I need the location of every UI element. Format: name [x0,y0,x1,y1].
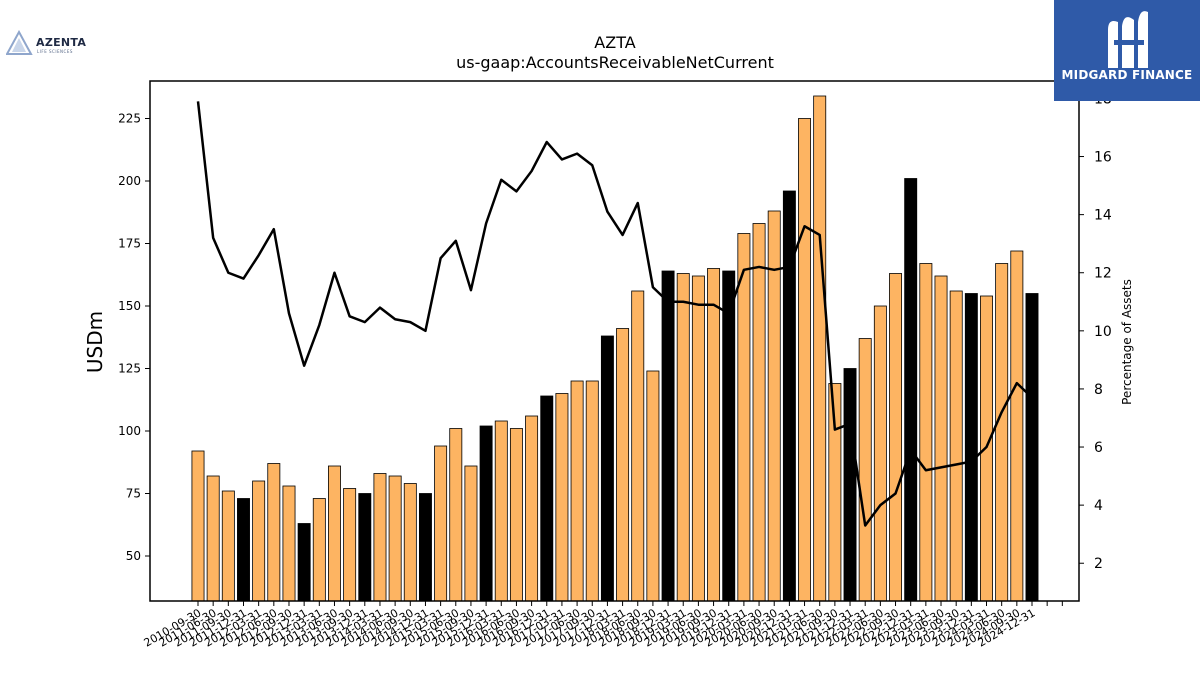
y-axis-label: USDm [83,311,107,373]
y-tick-label: 75 [126,487,141,501]
bar-2017-03-31 [585,380,599,602]
bar-2015-12-31 [509,428,523,602]
bar-2023-12-31 [995,263,1009,602]
chart-title: AZTA [594,33,635,52]
bar-2022-12-31 [934,275,948,602]
bar-2022-06-30 [904,178,918,602]
bar-2018-09-30 [676,273,690,602]
y2-tick-label: 14 [1094,208,1112,224]
bar-2012-06-30 [297,523,311,602]
bar-2012-03-31 [282,485,296,602]
y2-tick-label: 10 [1094,324,1112,340]
bar-2014-09-30 [434,445,448,602]
bar-2016-09-30 [555,393,569,602]
bar-2016-12-31 [570,380,584,602]
bar-2019-06-30 [722,270,736,602]
bar-2010-09-30 [191,450,205,602]
y2-tick-label: 16 [1094,150,1112,166]
bar-2010-12-31 [206,475,220,602]
line-layer [196,101,1033,527]
bar-2023-06-30 [964,293,978,602]
plot-frame [149,80,1080,602]
bar-2017-09-30 [616,328,630,602]
y-tick-label: 125 [118,362,141,376]
chart-subtitle: us-gaap:AccountsReceivableNetCurrent [456,53,774,72]
midgard-finance-logo: MIDGARD FINANCE [1054,0,1200,101]
bars-group [191,95,1039,602]
bar-2023-03-31 [949,290,963,602]
y2-tick-label: 12 [1094,266,1112,282]
bar-2019-12-31 [752,223,766,602]
bar-2019-03-31 [707,268,721,602]
bar-2013-12-31 [388,475,402,602]
bar-2021-06-30 [843,368,857,602]
bar-2021-09-30 [858,338,872,602]
bar-2015-09-30 [494,420,508,602]
bar-2021-12-31 [873,305,887,602]
y-tick-label: 150 [118,299,141,313]
bar-2011-09-30 [252,480,266,602]
bar-2020-12-31 [813,95,827,602]
y2-axis-label: Percentage of Assets [1120,279,1134,405]
azenta-mark-icon [6,30,33,55]
bar-2019-09-30 [737,233,751,602]
y2-tick-label: 2 [1094,556,1103,572]
bar-2014-03-31 [403,483,417,602]
bar-2015-06-30 [479,425,493,602]
bar-2011-12-31 [267,463,281,602]
bar-2024-06-30 [1025,293,1039,602]
azenta-logo-subtext: LIFE SCIENCES [37,49,73,54]
y2-tick-label: 6 [1094,440,1103,456]
y2-tick-label: 4 [1094,498,1103,514]
bar-2018-06-30 [661,270,675,602]
bar-2014-06-30 [418,493,432,602]
y2-tick-label: 8 [1094,382,1103,398]
bar-2022-09-30 [919,263,933,602]
y-tick-label: 175 [118,237,141,251]
y-tick-label: 225 [118,112,141,126]
bar-2017-06-30 [600,335,614,602]
bar-2014-12-31 [449,428,463,602]
y-tick-label: 200 [118,174,141,188]
y-tick-label: 100 [118,424,141,438]
bar-2022-03-31 [889,273,902,602]
bar-2013-09-30 [373,473,387,602]
bar-2013-06-30 [358,493,372,602]
bar-2011-06-30 [237,498,250,602]
bar-2024-03-31 [1010,250,1024,602]
midgard-logo-text: MIDGARD FINANCE [1061,68,1193,82]
y-axis-ticks: 50 75 100 125 150 175 200 225 [118,112,150,563]
bar-2012-09-30 [312,498,326,602]
bar-2018-03-31 [646,370,660,602]
bar-2016-03-31 [525,415,539,602]
percentage-line [196,101,1033,527]
y2-axis-ticks: 24681012141618 [1079,91,1112,572]
midgard-mark-icon [1108,11,1148,68]
bar-2018-12-31 [691,275,705,602]
bar-2012-12-31 [328,465,341,602]
x-axis-ticks: 2010-09-302011-06-302011-09-302011-12-31… [142,601,1063,650]
bar-2013-03-31 [343,488,357,602]
y-tick-label: 50 [126,549,141,563]
azenta-logo-text: AZENTA [36,36,87,49]
bar-2016-06-30 [540,395,554,602]
bar-2020-09-30 [798,118,812,602]
bar-2015-03-31 [464,465,478,602]
azenta-logo: AZENTA LIFE SCIENCES [6,30,116,60]
bar-2017-12-31 [631,290,645,602]
bar-2011-03-31 [221,490,235,602]
